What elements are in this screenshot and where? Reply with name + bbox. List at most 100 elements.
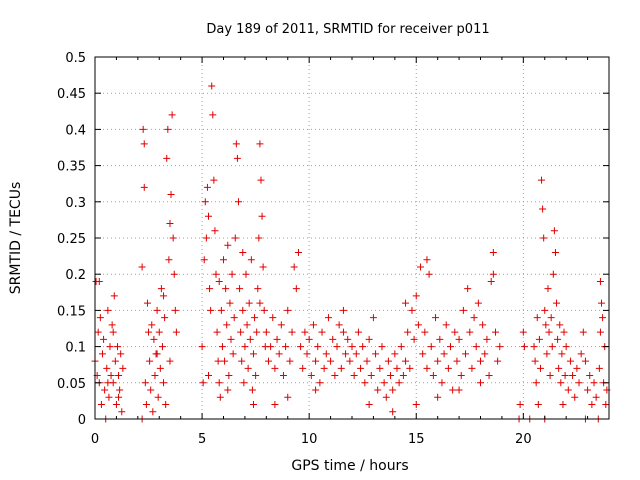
y-tick-label: 0.4 bbox=[65, 123, 86, 138]
data-point bbox=[138, 263, 146, 271]
data-point bbox=[489, 248, 497, 256]
data-point bbox=[225, 372, 233, 380]
data-point bbox=[218, 343, 226, 351]
data-point bbox=[112, 401, 120, 409]
data-point bbox=[252, 372, 260, 380]
data-point bbox=[246, 335, 254, 343]
data-point bbox=[494, 357, 502, 365]
data-point bbox=[442, 321, 450, 329]
data-point bbox=[237, 328, 245, 336]
data-point bbox=[531, 357, 539, 365]
x-tick-labels: 0 5 10 15 20 bbox=[91, 432, 532, 447]
data-point bbox=[157, 285, 165, 293]
y-tick-label: 0.25 bbox=[57, 232, 86, 247]
data-point bbox=[253, 328, 261, 336]
data-point bbox=[107, 372, 115, 380]
data-point bbox=[227, 335, 235, 343]
data-point bbox=[535, 335, 543, 343]
data-point bbox=[590, 379, 598, 387]
data-point bbox=[538, 176, 546, 184]
data-point bbox=[331, 372, 339, 380]
data-point bbox=[140, 183, 148, 191]
data-point bbox=[96, 314, 104, 322]
data-point bbox=[378, 343, 386, 351]
data-point bbox=[489, 270, 497, 278]
data-point bbox=[215, 379, 223, 387]
data-point bbox=[402, 299, 410, 307]
data-point bbox=[436, 335, 444, 343]
data-point bbox=[382, 393, 390, 401]
data-point bbox=[239, 248, 247, 256]
y-tick-label: 0.35 bbox=[57, 160, 86, 175]
data-point bbox=[249, 401, 257, 409]
data-point bbox=[288, 328, 296, 336]
data-point bbox=[167, 191, 175, 199]
data-point bbox=[155, 328, 163, 336]
data-point bbox=[545, 328, 553, 336]
data-point bbox=[599, 314, 607, 322]
data-point bbox=[342, 350, 350, 358]
data-point bbox=[410, 335, 418, 343]
data-point bbox=[241, 343, 249, 351]
data-point bbox=[534, 401, 542, 409]
x-axis-title: GPS time / hours bbox=[291, 458, 408, 474]
data-point bbox=[573, 364, 581, 372]
data-point bbox=[255, 234, 263, 242]
data-point bbox=[346, 357, 354, 365]
data-point bbox=[220, 256, 227, 264]
data-point bbox=[365, 335, 373, 343]
data-point bbox=[417, 263, 425, 271]
data-point bbox=[562, 343, 570, 351]
data-point bbox=[231, 234, 239, 242]
data-point bbox=[560, 328, 568, 336]
y-tick-label: 0.2 bbox=[65, 268, 86, 283]
data-point bbox=[333, 343, 341, 351]
data-point bbox=[455, 386, 463, 394]
data-point bbox=[404, 328, 412, 336]
data-point bbox=[238, 357, 246, 365]
data-point bbox=[451, 328, 459, 336]
data-point bbox=[103, 364, 111, 372]
data-point bbox=[267, 343, 275, 351]
data-point bbox=[290, 263, 298, 271]
data-point bbox=[540, 234, 548, 242]
data-point bbox=[201, 198, 209, 206]
data-point bbox=[363, 357, 371, 365]
data-point bbox=[160, 292, 168, 300]
data-point bbox=[207, 306, 215, 314]
data-point bbox=[94, 328, 102, 336]
data-point bbox=[240, 379, 248, 387]
y-tick-label: 0.3 bbox=[65, 196, 86, 211]
data-point bbox=[279, 372, 287, 380]
data-point bbox=[412, 292, 420, 300]
data-point bbox=[542, 321, 550, 329]
data-point bbox=[564, 386, 572, 394]
data-point bbox=[402, 357, 410, 365]
y-tick-label: 0.15 bbox=[57, 304, 86, 319]
data-point bbox=[299, 364, 307, 372]
data-point bbox=[592, 393, 600, 401]
data-point bbox=[425, 270, 433, 278]
data-point bbox=[312, 386, 320, 394]
data-point bbox=[163, 154, 171, 162]
data-point bbox=[359, 343, 367, 351]
data-point bbox=[397, 343, 405, 351]
data-point bbox=[434, 357, 442, 365]
data-point bbox=[214, 357, 222, 365]
data-point bbox=[412, 401, 420, 409]
data-point bbox=[329, 335, 337, 343]
data-point bbox=[316, 379, 324, 387]
data-point bbox=[577, 350, 585, 358]
data-point bbox=[408, 306, 416, 314]
data-point bbox=[292, 285, 300, 293]
data-point bbox=[143, 299, 151, 307]
data-point bbox=[206, 285, 214, 293]
data-point bbox=[165, 256, 173, 264]
data-point bbox=[320, 364, 328, 372]
data-point bbox=[485, 372, 493, 380]
data-point bbox=[374, 386, 382, 394]
data-point bbox=[166, 220, 174, 228]
data-point bbox=[251, 314, 259, 322]
data-point bbox=[427, 343, 435, 351]
